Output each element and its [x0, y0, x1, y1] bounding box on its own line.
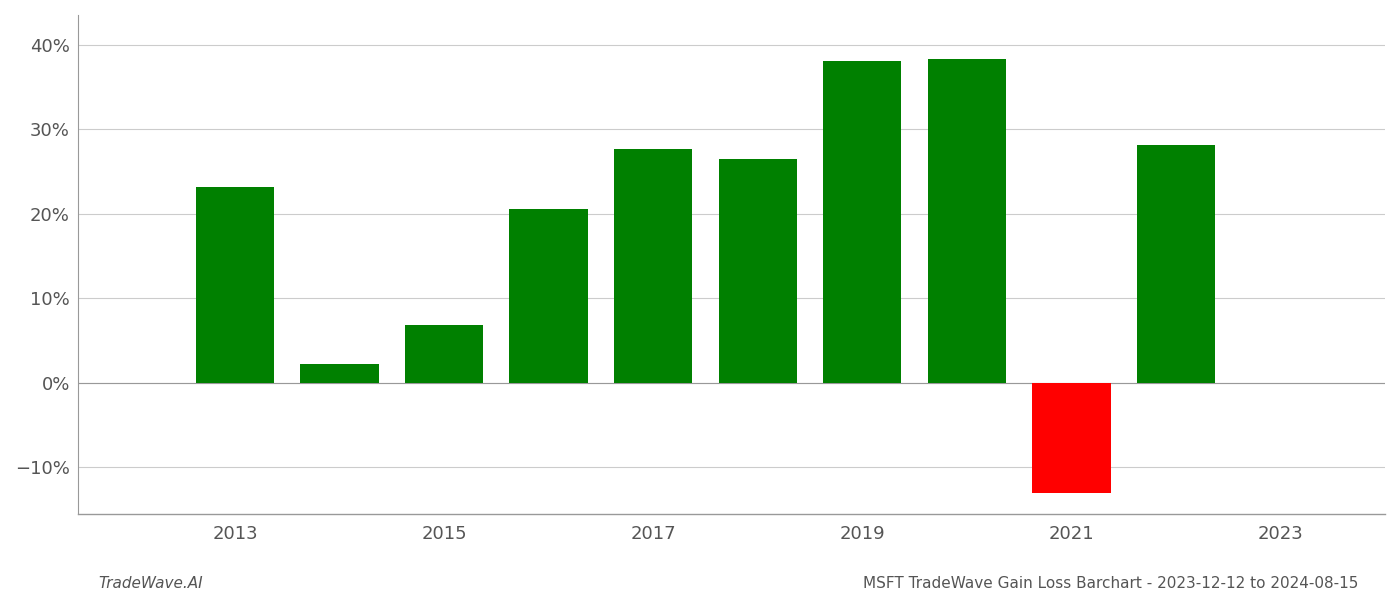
Bar: [301, 364, 379, 383]
Bar: [823, 61, 902, 383]
Text: MSFT TradeWave Gain Loss Barchart - 2023-12-12 to 2024-08-15: MSFT TradeWave Gain Loss Barchart - 2023…: [862, 576, 1358, 591]
Bar: [196, 187, 274, 383]
Bar: [928, 59, 1007, 383]
Bar: [510, 209, 588, 383]
Bar: [718, 159, 797, 383]
Text: TradeWave.AI: TradeWave.AI: [98, 576, 203, 591]
Bar: [615, 149, 693, 383]
Bar: [405, 325, 483, 383]
Bar: [1032, 383, 1110, 493]
Bar: [1137, 145, 1215, 383]
